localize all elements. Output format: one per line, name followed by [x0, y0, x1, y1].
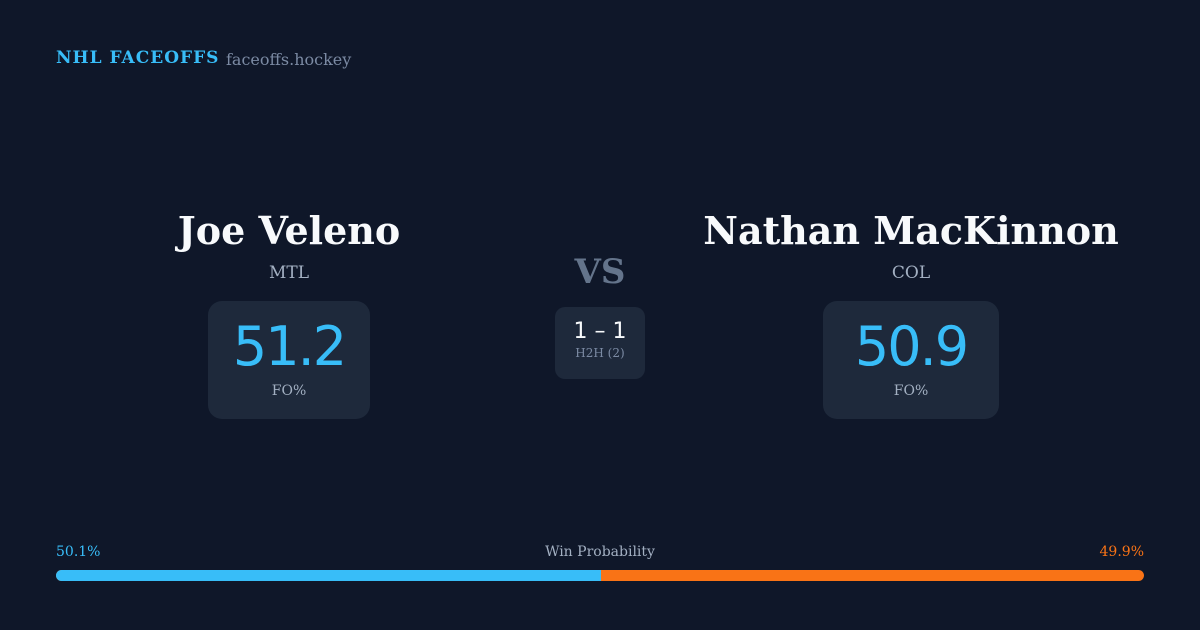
team-abbr: MTL	[268, 263, 310, 283]
fo-pct-label: FO%	[271, 383, 307, 399]
right-player: Nathan MacKinnon COL 50.9 FO%	[681, 205, 1141, 419]
right-win-prob: 49.9%	[1099, 544, 1144, 560]
fo-stat-card: 50.9 FO%	[823, 301, 999, 419]
fo-stat-card: 51.2 FO%	[208, 301, 370, 419]
left-win-prob-fill	[56, 570, 602, 581]
left-win-prob: 50.1%	[56, 544, 101, 560]
fo-pct-value: 50.9	[854, 315, 969, 378]
win-prob-bar	[56, 570, 1144, 581]
h2h-score: 1 – 1	[573, 319, 627, 344]
fo-pct-label: FO%	[893, 383, 929, 399]
player-name: Joe Veleno	[177, 208, 401, 253]
left-player: Joe Veleno MTL 51.2 FO%	[59, 205, 519, 419]
fo-pct-value: 51.2	[232, 315, 347, 378]
site-link[interactable]: faceoffs.hockey	[226, 50, 352, 69]
h2h-card: 1 – 1 H2H (2)	[555, 307, 645, 379]
h2h-label: H2H (2)	[575, 346, 625, 360]
team-abbr: COL	[891, 263, 931, 283]
vs-label: VS	[574, 252, 626, 292]
player-name: Nathan MacKinnon	[703, 208, 1119, 253]
brand-title: NHL FACEOFFS	[56, 48, 220, 68]
win-prob-label: Win Probability	[545, 544, 655, 560]
